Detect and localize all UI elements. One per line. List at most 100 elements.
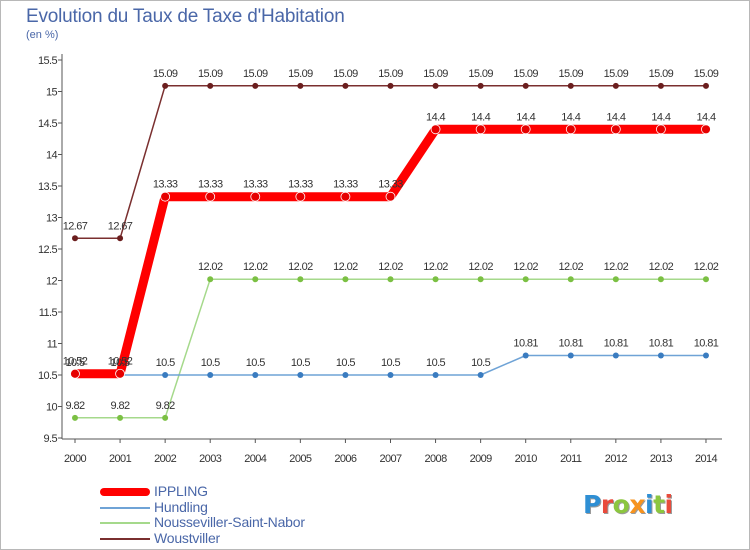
data-label-ippling: 10.52 [63, 356, 88, 368]
data-label-ippling: 14.4 [651, 111, 670, 123]
data-point-ippling [430, 124, 441, 135]
data-point-woustviller [207, 82, 214, 89]
data-point-woustviller [162, 82, 169, 89]
data-label-woustviller: 15.09 [153, 68, 178, 80]
data-point-hundling [657, 352, 664, 359]
data-label-hundling: 10.81 [513, 337, 538, 349]
data-point-nousseviller-saint-nabor [432, 276, 439, 283]
legend-swatch-hundling [100, 506, 150, 509]
chart-title: Evolution du Taux de Taxe d'Habitation [26, 6, 345, 27]
data-label-ippling: 14.4 [426, 111, 445, 123]
y-tick-label: 12.5 [38, 244, 57, 256]
data-label-woustviller: 15.09 [694, 68, 719, 80]
data-label-ippling: 14.4 [471, 111, 490, 123]
data-label-woustviller: 15.09 [468, 68, 493, 80]
data-label-ippling: 13.33 [288, 179, 313, 191]
data-label-ippling: 10.52 [108, 356, 133, 368]
logo-letter: i [645, 490, 654, 519]
data-label-hundling: 10.5 [246, 357, 265, 369]
y-tick-label: 9.5 [44, 433, 58, 445]
data-label-woustviller: 15.09 [288, 68, 313, 80]
data-point-woustviller [72, 235, 78, 242]
data-point-woustviller [612, 82, 619, 89]
data-point-nousseviller-saint-nabor [612, 276, 619, 283]
data-label-nousseviller-saint-nabor: 9.82 [156, 400, 175, 412]
data-point-hundling [252, 372, 259, 378]
data-point-ippling [701, 124, 711, 135]
legend-label-woustviller: Woustviller [154, 529, 221, 546]
data-label-woustviller: 12.67 [108, 220, 133, 232]
data-point-nousseviller-saint-nabor [522, 276, 529, 283]
x-tick-label: 2001 [109, 453, 132, 465]
data-label-nousseviller-saint-nabor: 12.02 [423, 261, 448, 273]
data-label-woustviller: 15.09 [559, 68, 584, 80]
data-label-hundling: 10.5 [65, 357, 84, 369]
legend-label-ippling: IPPLING [154, 483, 208, 499]
data-label-hundling: 10.5 [111, 357, 130, 369]
data-point-woustviller [117, 235, 124, 242]
y-tick-label: 14 [46, 150, 58, 162]
data-label-hundling: 10.5 [201, 357, 220, 369]
y-tick-label: 10.5 [38, 370, 57, 382]
data-point-nousseviller-saint-nabor [702, 276, 709, 283]
data-point-nousseviller-saint-nabor [387, 276, 394, 283]
series-layer [70, 82, 711, 421]
data-label-nousseviller-saint-nabor: 12.02 [513, 261, 538, 273]
line-chart: 9.5 10 10.5 11 11.5 12 12.5 13 13.5 14 14.5 15 15.5 2… [38, 54, 722, 465]
x-tick-label: 2003 [199, 453, 222, 465]
data-label-hundling: 10.81 [649, 337, 674, 349]
data-point-nousseviller-saint-nabor [657, 276, 664, 283]
data-point-hundling [477, 372, 484, 378]
y-tick-label: 13 [46, 213, 58, 225]
x-tick-label: 2005 [289, 453, 312, 465]
data-label-hundling: 10.5 [291, 357, 310, 369]
y-tick-label: 15 [46, 87, 58, 99]
data-point-nousseviller-saint-nabor [342, 276, 349, 283]
x-tick-label: 2014 [695, 453, 718, 465]
data-label-woustviller: 15.09 [649, 68, 674, 80]
data-point-hundling [342, 372, 349, 378]
data-point-nousseviller-saint-nabor [252, 276, 259, 283]
data-point-nousseviller-saint-nabor [207, 276, 214, 283]
data-label-nousseviller-saint-nabor: 12.02 [694, 261, 719, 273]
y-tick-label: 14.5 [38, 118, 57, 130]
x-tick-label: 2009 [470, 453, 493, 465]
logo-letter: x [629, 490, 645, 519]
y-tick-label: 15.5 [38, 55, 57, 67]
data-label-hundling: 10.5 [336, 357, 355, 369]
data-label-ippling: 13.33 [243, 179, 268, 191]
data-point-nousseviller-saint-nabor [117, 414, 124, 421]
data-label-nousseviller-saint-nabor: 12.02 [604, 261, 629, 273]
proxiti-logo: Proxiti [583, 490, 673, 519]
data-label-nousseviller-saint-nabor: 12.02 [243, 261, 268, 273]
data-point-ippling [340, 191, 351, 202]
data-label-woustviller: 15.09 [243, 68, 268, 80]
data-point-hundling [567, 352, 574, 359]
x-tick-label: 2010 [515, 453, 538, 465]
data-label-ippling: 14.4 [696, 111, 715, 123]
x-tick-label: 2004 [244, 453, 267, 465]
x-tick-label: 2008 [425, 453, 448, 465]
legend-swatch-ippling [100, 488, 150, 496]
legend-swatch-nousseviller [100, 522, 150, 524]
logo-letter: P [583, 490, 601, 519]
data-label-hundling: 10.81 [604, 337, 629, 349]
data-label-nousseviller-saint-nabor: 9.82 [111, 400, 130, 412]
x-tick-label: 2011 [560, 453, 582, 465]
data-label-nousseviller-saint-nabor: 12.02 [649, 261, 674, 273]
data-label-woustviller: 15.09 [423, 68, 448, 80]
data-point-woustviller [342, 82, 349, 89]
logo-letter: t [653, 490, 665, 519]
legend-swatch-woustviller [100, 537, 150, 540]
logo-letter: o [612, 490, 630, 519]
data-label-woustviller: 15.09 [513, 68, 538, 80]
data-label-hundling: 10.5 [471, 357, 490, 369]
data-label-nousseviller-saint-nabor: 12.02 [559, 261, 584, 273]
y-tick-label: 11.5 [39, 307, 58, 319]
data-point-woustviller [252, 82, 259, 89]
data-point-nousseviller-saint-nabor [477, 276, 484, 283]
data-label-woustviller: 12.67 [63, 220, 88, 232]
data-point-woustviller [657, 82, 664, 89]
data-label-woustviller: 15.09 [198, 68, 223, 80]
